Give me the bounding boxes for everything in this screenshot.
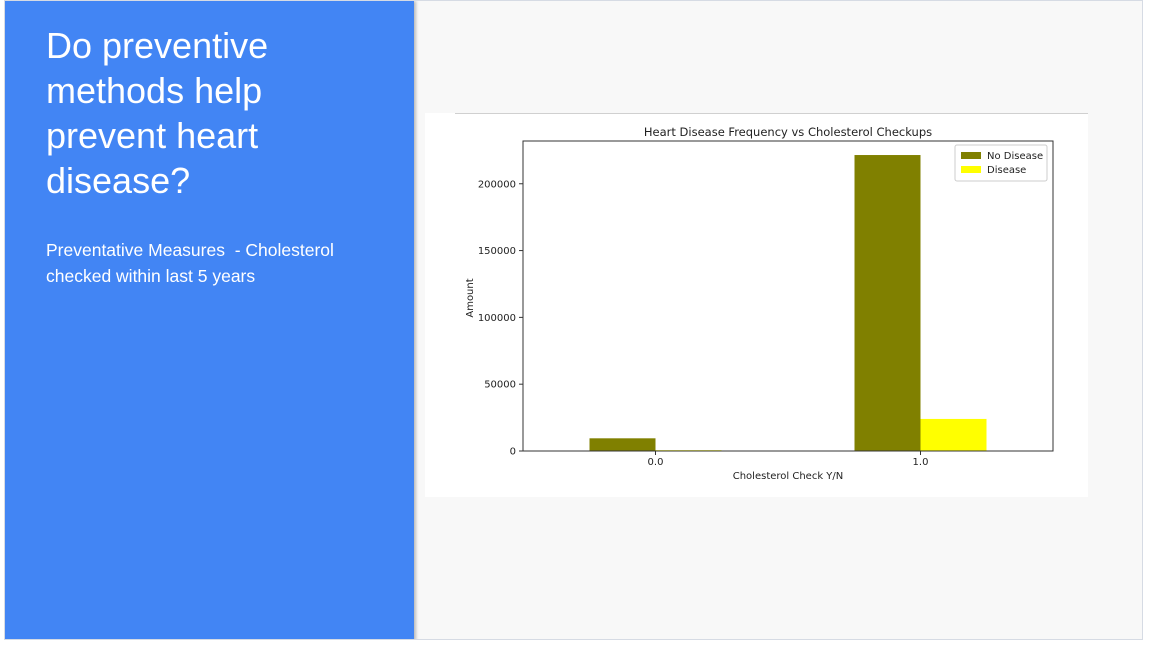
plot-area: 0 50000 100000 150000 200000 0.0 1.0 (478, 155, 987, 468)
legend-label: No Disease (987, 151, 1043, 162)
y-axis-label: Amount (465, 278, 476, 317)
x-tick-label: 0.0 (648, 457, 664, 468)
bar-no-disease-1.0 (854, 155, 921, 451)
y-tick-label: 50000 (484, 380, 516, 391)
x-axis-label: Cholesterol Check Y/N (733, 471, 844, 482)
slide-title: Do preventive methods help prevent heart… (46, 25, 269, 201)
slide-subtitle: Preventative Measures - Cholesterol chec… (46, 240, 339, 286)
plot-frame (522, 140, 1054, 452)
chart-card: Heart Disease Frequency vs Cholesterol C… (425, 113, 1088, 497)
legend-label: Disease (987, 165, 1026, 176)
slide: Do preventive methods help prevent heart… (4, 0, 1143, 640)
chart-title: Heart Disease Frequency vs Cholesterol C… (644, 125, 932, 139)
chart-divider (455, 113, 1088, 114)
y-tick-label: 100000 (478, 313, 516, 324)
bar-chart: Heart Disease Frequency vs Cholesterol C… (465, 125, 1054, 482)
legend-swatch (961, 152, 981, 159)
x-tick-label: 1.0 (913, 457, 929, 468)
y-tick-label: 150000 (478, 246, 516, 257)
bar-disease-1.0 (920, 418, 987, 451)
y-tick-label: 200000 (478, 179, 516, 190)
title-panel: Do preventive methods help prevent heart… (5, 1, 414, 639)
legend-swatch (961, 166, 981, 173)
legend: No Disease Disease (954, 144, 1048, 182)
y-tick-label: 0 (510, 447, 516, 458)
bar-no-disease-0.0 (589, 438, 656, 451)
